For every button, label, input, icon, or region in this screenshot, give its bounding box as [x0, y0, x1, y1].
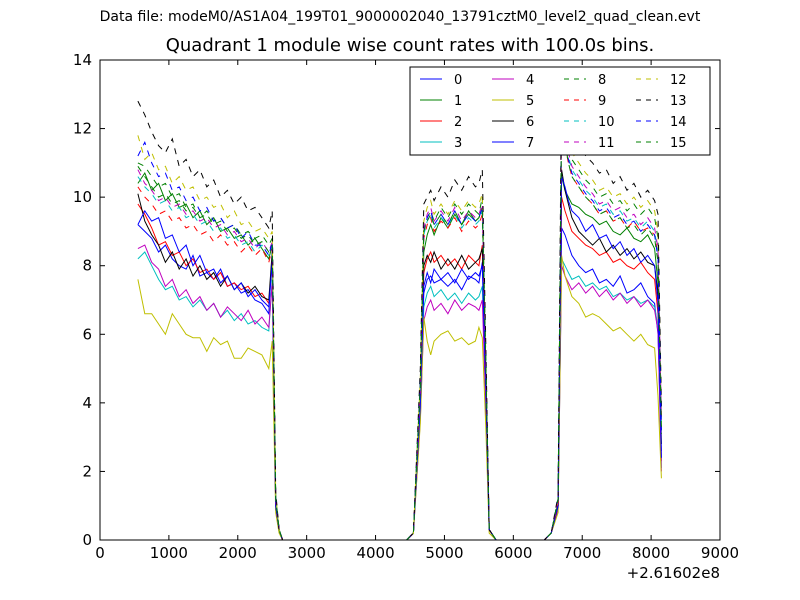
legend-label-1: 1	[454, 94, 462, 109]
legend-label-3: 3	[454, 136, 462, 151]
chart-title: Quadrant 1 module wise count rates with …	[165, 35, 655, 56]
series-line-0	[137, 224, 662, 541]
x-tick-label: 2000	[219, 544, 257, 562]
legend-label-14: 14	[670, 115, 687, 130]
legend-label-8: 8	[598, 73, 606, 88]
series-line-7	[137, 176, 662, 541]
x-tick-label: 1000	[150, 544, 188, 562]
x-tick-label: 0	[95, 544, 105, 562]
legend-label-11: 11	[598, 136, 615, 151]
series-line-8	[137, 104, 662, 541]
x-tick-label: 4000	[356, 544, 394, 562]
plot-frame	[99, 59, 721, 541]
y-tick-label: 2	[82, 462, 92, 480]
x-tick-label: 6000	[494, 544, 532, 562]
axis-layer: 0 1000 2000 3000 4000 5000 6000 7000 8000 9000 0 2 4…	[73, 51, 739, 582]
x-tick-label: 8000	[632, 544, 670, 562]
legend-label-2: 2	[454, 115, 462, 130]
series-line-5	[137, 255, 662, 541]
series-line-12	[137, 94, 662, 541]
legend-label-7: 7	[526, 136, 534, 151]
series-line-11	[137, 107, 662, 541]
series-line-14	[137, 114, 662, 541]
data-file-suptitle: Data file: modeM0/AS1A04_199T01_90000020…	[99, 9, 701, 25]
legend-label-6: 6	[526, 115, 534, 130]
y-tick-label: 12	[73, 120, 92, 138]
y-tick-label: 14	[73, 51, 92, 69]
y-tick-label: 0	[82, 531, 92, 549]
x-offset-label: +2.61602e8	[627, 564, 720, 582]
legend-label-0: 0	[454, 73, 462, 88]
series-line-3	[137, 251, 662, 541]
x-tick-label: 5000	[425, 544, 463, 562]
series-line-15	[137, 118, 662, 541]
series-line-13	[137, 66, 662, 541]
legend-label-5: 5	[526, 94, 534, 109]
y-tick-label: 10	[73, 188, 92, 206]
legend-label-10: 10	[598, 115, 615, 130]
y-tick-label: 4	[82, 394, 92, 412]
x-tick-label: 7000	[563, 544, 601, 562]
legend-label-12: 12	[670, 73, 687, 88]
series-layer	[137, 66, 662, 541]
legend-label-9: 9	[598, 94, 606, 109]
legend-label-4: 4	[526, 73, 534, 88]
legend-label-15: 15	[670, 136, 687, 151]
x-tick-label: 3000	[288, 544, 326, 562]
series-line-2	[137, 196, 662, 541]
series-line-10	[137, 111, 662, 541]
legend-frame	[409, 66, 711, 156]
series-line-9	[137, 121, 662, 541]
y-tick-label: 6	[82, 325, 92, 343]
series-line-4	[137, 244, 662, 541]
series-line-1	[137, 172, 662, 541]
legend-label-13: 13	[670, 94, 687, 109]
y-tick-label: 8	[82, 257, 92, 275]
x-tick-label: 9000	[701, 544, 739, 562]
